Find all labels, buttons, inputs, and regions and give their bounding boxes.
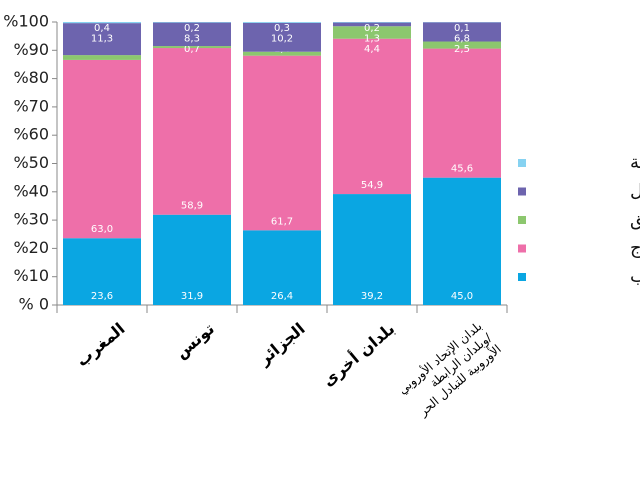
- legend-label: أعزب: [630, 264, 640, 287]
- value-label: 45,6: [451, 164, 473, 175]
- bar-segment: [243, 22, 321, 52]
- legend-swatch: [518, 216, 526, 224]
- legend-label: شراكة مدنية: [630, 152, 640, 173]
- value-label: 23,6: [91, 291, 113, 302]
- y-tick-label: %60: [13, 125, 49, 144]
- y-tick-label: %20: [13, 238, 49, 257]
- value-label: 31,9: [181, 291, 203, 302]
- value-label: 54,9: [361, 180, 383, 191]
- bar-segment: [63, 23, 141, 56]
- value-label: 10,2: [271, 34, 293, 45]
- bar-segment: [243, 230, 321, 305]
- value-label: 0,2: [184, 23, 200, 34]
- y-tick-label: %90: [13, 40, 49, 59]
- bar-segment: [153, 48, 231, 215]
- legend-label: مطلق: [630, 209, 640, 230]
- legend-label: متزوّج: [630, 238, 640, 259]
- bar-segment: [423, 48, 501, 178]
- value-label: 58,9: [181, 201, 203, 212]
- value-label: 0,1: [454, 23, 470, 34]
- y-tick-label: %30: [13, 210, 49, 229]
- bar-segment: [153, 22, 231, 47]
- legend-swatch: [518, 159, 526, 167]
- y-tick-label: % 0: [19, 295, 49, 314]
- bar-segment: [423, 41, 501, 49]
- bar-segment: [63, 55, 141, 60]
- value-label: 0,3: [274, 23, 290, 34]
- y-tick-label: %40: [13, 181, 49, 200]
- bar-segment: [63, 22, 141, 24]
- value-label: 0,2: [364, 23, 380, 34]
- bar-segment: [423, 177, 501, 305]
- bar-segment: [333, 26, 411, 39]
- y-tick-label: %50: [13, 153, 49, 172]
- bar-segment: [153, 22, 231, 23]
- bar-segment: [333, 38, 411, 195]
- bar-segment: [63, 238, 141, 305]
- bar-segment: [153, 214, 231, 305]
- value-label: 45,0: [451, 291, 473, 302]
- value-label: 39,2: [361, 291, 383, 302]
- value-label: 0,4: [94, 23, 110, 34]
- value-label: 61,7: [271, 216, 293, 227]
- y-tick-label: %100: [3, 12, 49, 31]
- value-label: 1,3: [364, 34, 380, 45]
- value-label: 4,4: [364, 44, 380, 55]
- value-label: 63,0: [91, 224, 113, 235]
- legend-swatch: [518, 244, 526, 253]
- bar-segment: [333, 22, 411, 27]
- value-label: 26,4: [271, 291, 293, 302]
- bar-segment: [243, 22, 321, 23]
- legend-label: أرمل: [630, 179, 640, 202]
- bar-segment: [63, 59, 141, 239]
- bar-segment: [243, 55, 321, 231]
- bar-segment: [153, 46, 231, 49]
- bar-segment: [243, 51, 321, 56]
- bar-segment: [423, 22, 501, 42]
- y-tick-label: %80: [13, 68, 49, 87]
- value-label: 8,3: [184, 34, 200, 45]
- y-tick-label: %70: [13, 96, 49, 115]
- value-label: 2,5: [454, 44, 470, 55]
- y-tick-label: %10: [13, 266, 49, 285]
- value-label: 0,7: [184, 44, 200, 55]
- value-label: 6,8: [454, 34, 470, 45]
- value-label: 11,3: [91, 34, 113, 45]
- bar-segment: [333, 22, 411, 23]
- legend-swatch: [518, 273, 526, 281]
- legend-swatch: [518, 187, 526, 196]
- bar-segment: [333, 194, 411, 305]
